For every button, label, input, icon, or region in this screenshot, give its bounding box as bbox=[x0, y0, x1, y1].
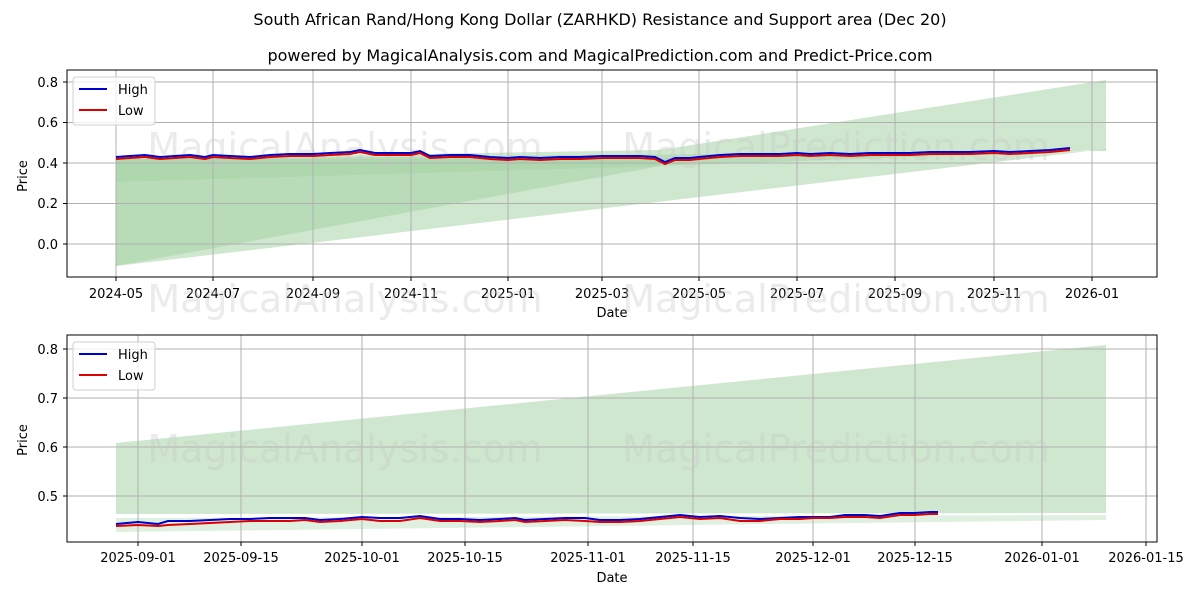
legend-low-label: Low bbox=[118, 104, 144, 119]
low-line-bottom bbox=[115, 513, 938, 528]
legend-bottom: High Low bbox=[72, 341, 156, 391]
y-axis-label-top: Price bbox=[16, 160, 31, 192]
y-tick-bottom: 0.8 bbox=[37, 343, 58, 358]
y-tick-top: 0.2 bbox=[37, 197, 58, 212]
x-axis-label-bottom: Date bbox=[596, 571, 627, 586]
x-tick-top: 2025-07 bbox=[770, 287, 824, 302]
y-tick-bottom: 0.5 bbox=[37, 490, 58, 505]
x-tick-bottom: 2025-11-15 bbox=[655, 551, 731, 566]
x-tick-bottom: 2025-09-15 bbox=[203, 551, 279, 566]
legend-high-label: High bbox=[118, 348, 148, 363]
x-tick-bottom: 2025-11-01 bbox=[550, 551, 626, 566]
x-tick-bottom: 2025-09-01 bbox=[100, 551, 176, 566]
top-axes-frame bbox=[66, 69, 1158, 278]
resistance-band bbox=[116, 80, 1106, 266]
x-tick-bottom: 2025-12-01 bbox=[775, 551, 851, 566]
y-tick-top: 0.8 bbox=[37, 76, 58, 91]
watermark-analysis-mid: MagicalAnalysis.com bbox=[147, 277, 542, 321]
y-tick-bottom: 0.7 bbox=[37, 392, 58, 407]
x-tick-top: 2026-01 bbox=[1065, 287, 1119, 302]
x-tick-top: 2024-09 bbox=[286, 287, 340, 302]
watermark-prediction-top: MagicalPrediction.com bbox=[622, 125, 1050, 169]
y-tick-top: 0.4 bbox=[37, 157, 58, 172]
x-tick-bottom: 2026-01-01 bbox=[1004, 551, 1080, 566]
x-tick-bottom: 2025-10-15 bbox=[427, 551, 503, 566]
x-tick-top: 2025-03 bbox=[575, 287, 629, 302]
high-line-top bbox=[115, 147, 1071, 164]
x-tick-top: 2025-09 bbox=[868, 287, 922, 302]
x-tick-top: 2024-05 bbox=[89, 287, 143, 302]
watermark-prediction-mid: MagicalPrediction.com bbox=[622, 277, 1050, 321]
x-axis-label-top: Date bbox=[596, 306, 627, 321]
bottom-chart: MagicalAnalysis.com MagicalPrediction.co… bbox=[16, 277, 1184, 586]
legend-high-label: High bbox=[118, 83, 148, 98]
chart-subtitle: powered by MagicalAnalysis.com and Magic… bbox=[267, 46, 933, 65]
y-tick-bottom: 0.6 bbox=[37, 441, 58, 456]
bottom-grid bbox=[67, 335, 1157, 542]
watermark-prediction-bottom: MagicalPrediction.com bbox=[622, 427, 1050, 471]
legend-low-label: Low bbox=[118, 369, 144, 384]
low-line-top bbox=[115, 149, 1071, 166]
top-chart: MagicalAnalysis.com MagicalPrediction.co… bbox=[16, 69, 1158, 321]
y-tick-top: 0.6 bbox=[37, 116, 58, 131]
watermark-analysis-bottom: MagicalAnalysis.com bbox=[147, 427, 542, 471]
x-tick-top: 2025-05 bbox=[672, 287, 726, 302]
chart-title: South African Rand/Hong Kong Dollar (ZAR… bbox=[253, 10, 947, 29]
y-tick-top: 0.0 bbox=[37, 238, 58, 253]
x-tick-bottom: 2026-01-15 bbox=[1108, 551, 1184, 566]
top-grid bbox=[67, 70, 1157, 277]
x-tick-top: 2025-11 bbox=[967, 287, 1021, 302]
legend-top: High Low bbox=[72, 76, 156, 126]
x-tick-bottom: 2025-12-15 bbox=[877, 551, 953, 566]
bottom-axes-frame bbox=[66, 334, 1158, 543]
resistance-band-bottom bbox=[116, 345, 1106, 514]
y-axis-label-bottom: Price bbox=[16, 424, 31, 456]
x-tick-top: 2024-11 bbox=[384, 287, 438, 302]
x-tick-top: 2024-07 bbox=[186, 287, 240, 302]
x-tick-top: 2025-01 bbox=[481, 287, 535, 302]
x-tick-bottom: 2025-10-01 bbox=[324, 551, 400, 566]
watermark-analysis-top: MagicalAnalysis.com bbox=[147, 125, 542, 169]
